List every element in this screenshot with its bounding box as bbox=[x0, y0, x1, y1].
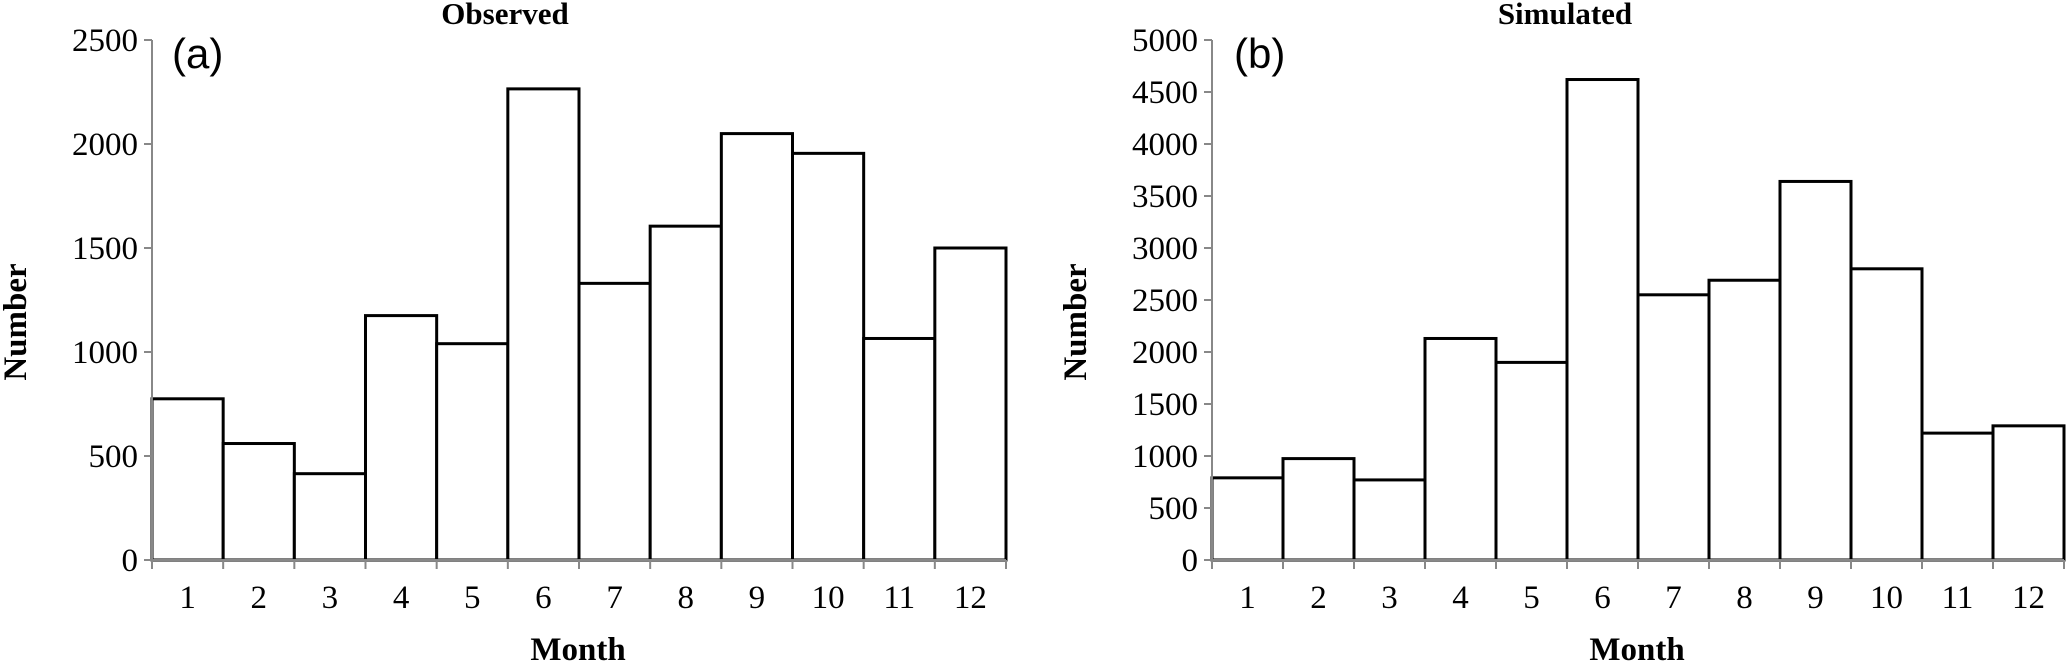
bar-month-3 bbox=[1352, 478, 1427, 562]
x-tick-label: 3 bbox=[322, 580, 339, 616]
x-tick-label: 1 bbox=[179, 580, 196, 616]
x-tick-label: 7 bbox=[606, 580, 623, 616]
bar-month-5 bbox=[1494, 360, 1569, 562]
y-tick-label: 1500 bbox=[72, 231, 138, 267]
x-tick-label: 3 bbox=[1381, 580, 1398, 616]
y-axis-title: Number bbox=[0, 263, 34, 380]
panel-label: (a) bbox=[172, 30, 223, 77]
bar-month-9 bbox=[719, 132, 794, 562]
bar-month-10 bbox=[791, 151, 866, 562]
y-tick-label: 2500 bbox=[1132, 283, 1198, 319]
y-tick-label: 1000 bbox=[72, 335, 138, 371]
bar-month-6 bbox=[506, 87, 581, 562]
x-tick-label: 10 bbox=[1870, 580, 1903, 616]
bar-month-10 bbox=[1849, 267, 1924, 562]
bar-group bbox=[1210, 78, 2066, 562]
y-tick-label: 500 bbox=[1149, 491, 1199, 527]
bar-group bbox=[150, 87, 1008, 562]
x-tick-label: 5 bbox=[464, 580, 481, 616]
bar-month-1 bbox=[150, 397, 225, 562]
x-tick-label: 5 bbox=[1523, 580, 1540, 616]
bar-month-2 bbox=[1281, 457, 1356, 562]
x-tick-label: 2 bbox=[251, 580, 268, 616]
bar-month-3 bbox=[292, 472, 368, 562]
x-axis-title: Month bbox=[530, 632, 625, 665]
chart-title: Simulated bbox=[1498, 0, 1632, 31]
y-tick-label: 4000 bbox=[1132, 127, 1198, 163]
bar-month-9 bbox=[1778, 179, 1853, 562]
bar-month-1 bbox=[1210, 476, 1285, 562]
bar-month-4 bbox=[1423, 336, 1498, 562]
x-tick-label: 7 bbox=[1665, 580, 1682, 616]
y-tick-label: 0 bbox=[1182, 543, 1199, 579]
x-tick-label: 6 bbox=[1594, 580, 1611, 616]
y-tick-label: 2000 bbox=[72, 127, 138, 163]
bar-month-7 bbox=[577, 281, 652, 562]
x-tick-label: 8 bbox=[678, 580, 695, 616]
bar-month-7 bbox=[1636, 293, 1711, 562]
bar-month-11 bbox=[1920, 431, 1995, 562]
axes: 0 500 1000 1500 2000 2500 3000 3500 4000 4500 5000… bbox=[1132, 23, 2065, 616]
x-tick-label: 11 bbox=[1942, 580, 1974, 616]
x-tick-label: 9 bbox=[1807, 580, 1824, 616]
y-tick-label: 5000 bbox=[1132, 23, 1198, 59]
x-tick-label: 4 bbox=[1452, 580, 1469, 616]
y-tick-label: 1500 bbox=[1132, 387, 1198, 423]
y-tick-label: 500 bbox=[89, 439, 139, 475]
y-axis-title: Number bbox=[1058, 263, 1094, 380]
bar-month-4 bbox=[364, 314, 439, 562]
x-tick-label: 6 bbox=[535, 580, 552, 616]
x-tick-label: 9 bbox=[749, 580, 766, 616]
chart-panel-simulated: Simulated (b) Number Month 0 500 1000 1500 2… bbox=[1058, 0, 2066, 665]
x-tick-label: 2 bbox=[1310, 580, 1327, 616]
x-tick-label: 12 bbox=[2012, 580, 2045, 616]
y-tick-label: 3000 bbox=[1132, 231, 1198, 267]
x-tick-label: 8 bbox=[1736, 580, 1753, 616]
x-tick-label: 12 bbox=[954, 580, 987, 616]
y-tick-label: 0 bbox=[122, 543, 139, 579]
y-tick-label: 2000 bbox=[1132, 335, 1198, 371]
x-tick-label: 1 bbox=[1239, 580, 1256, 616]
y-tick-label: 3500 bbox=[1132, 179, 1198, 215]
bar-month-12 bbox=[933, 246, 1008, 562]
bar-month-2 bbox=[221, 442, 296, 562]
bar-month-8 bbox=[1707, 278, 1782, 562]
panel-label: (b) bbox=[1234, 30, 1285, 77]
chart-title: Observed bbox=[441, 0, 568, 31]
bar-month-11 bbox=[862, 336, 937, 562]
x-tick-label: 4 bbox=[393, 580, 410, 616]
y-tick-label: 4500 bbox=[1132, 75, 1198, 111]
bar-month-8 bbox=[648, 224, 723, 562]
x-tick-label: 11 bbox=[883, 580, 915, 616]
x-axis-title: Month bbox=[1589, 632, 1684, 665]
y-tick-label: 2500 bbox=[72, 23, 138, 59]
chart-panel-observed: Observed (a) Number Month 0 500 1000 1500 20… bbox=[0, 0, 1008, 665]
x-tick-label: 10 bbox=[812, 580, 845, 616]
bar-month-5 bbox=[435, 342, 510, 562]
bar-month-6 bbox=[1565, 78, 1640, 562]
bar-month-12 bbox=[1991, 424, 2066, 562]
y-tick-label: 1000 bbox=[1132, 439, 1198, 475]
